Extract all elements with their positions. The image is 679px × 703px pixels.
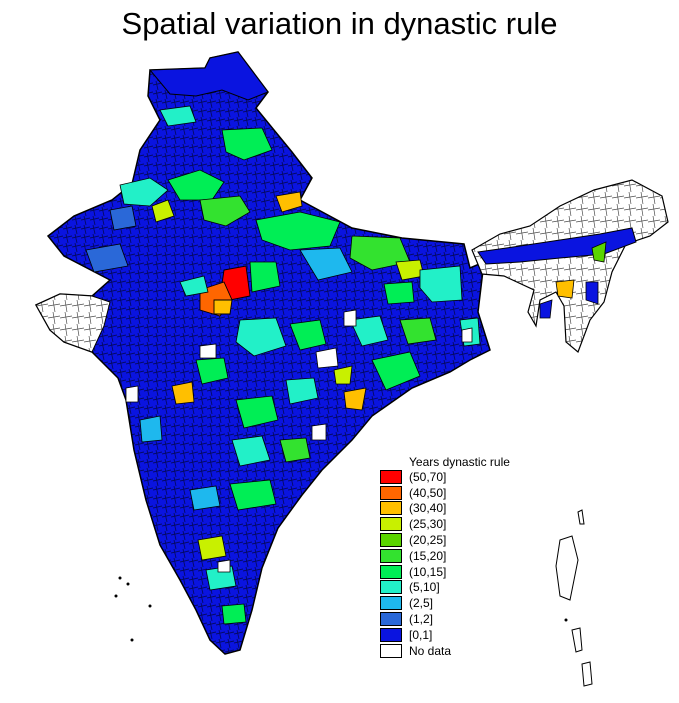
legend-label: (30,40]	[409, 501, 447, 516]
legend-swatch	[380, 517, 402, 532]
legend-item: No data	[380, 643, 510, 659]
legend-item: (1,2]	[380, 611, 510, 627]
legend-item: (40,50]	[380, 485, 510, 501]
legend-label: (20,25]	[409, 533, 447, 548]
legend-item: (5,10]	[380, 580, 510, 596]
legend-label: No data	[409, 643, 452, 658]
legend-label: (40,50]	[409, 485, 447, 500]
legend-item: (50,70]	[380, 469, 510, 485]
legend-label: (5,10]	[409, 580, 440, 595]
legend-swatch	[380, 596, 402, 611]
legend: Years dynastic rule (50,70] (40,50] (30,40…	[380, 455, 510, 659]
legend-item: (20,25]	[380, 532, 510, 548]
legend-item: (15,20]	[380, 548, 510, 564]
legend-swatch	[380, 627, 402, 642]
map-title: Spatial variation in dynastic rule	[121, 6, 558, 41]
legend-item: [0,1]	[380, 627, 510, 643]
legend-swatch	[380, 580, 402, 595]
legend-label: [0,1]	[409, 627, 433, 642]
legend-swatch	[380, 612, 402, 627]
legend-swatch	[380, 564, 402, 579]
legend-swatch	[380, 533, 402, 548]
legend-item: (25,30]	[380, 516, 510, 532]
legend-label: (25,30]	[409, 517, 447, 532]
legend-item: (2,5]	[380, 595, 510, 611]
legend-label: (10,15]	[409, 564, 447, 579]
legend-label: (15,20]	[409, 548, 447, 563]
legend-swatch	[380, 548, 402, 563]
legend-label: (50,70]	[409, 469, 447, 484]
legend-item: (30,40]	[380, 501, 510, 517]
legend-swatch	[380, 501, 402, 516]
legend-swatch	[380, 469, 402, 484]
legend-label: (2,5]	[409, 596, 434, 611]
legend-title: Years dynastic rule	[409, 455, 510, 469]
legend-swatch	[380, 643, 402, 658]
legend-item: (10,15]	[380, 564, 510, 580]
legend-label: (1,2]	[409, 612, 434, 627]
legend-swatch	[380, 485, 402, 500]
